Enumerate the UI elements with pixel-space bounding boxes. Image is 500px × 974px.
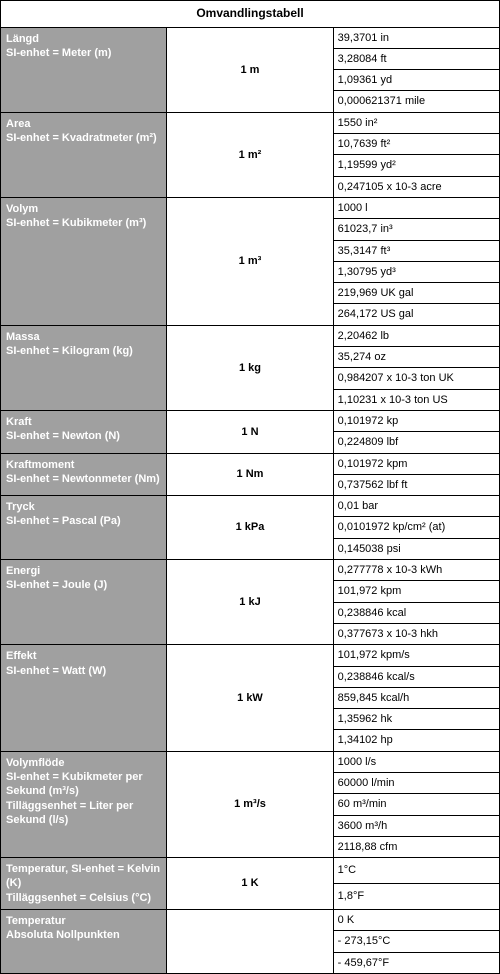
- value-cell: 0,238846 kcal/s: [333, 666, 499, 687]
- value-cell: 0,01 bar: [333, 496, 499, 517]
- label-line3: Tilläggsenhet = Liter per Sekund (l/s): [6, 799, 161, 828]
- value-cell: 0,238846 kcal: [333, 602, 499, 623]
- value-cell: - 459,67°F: [333, 952, 499, 973]
- value-cell: 1000 l/s: [333, 751, 499, 772]
- value-cell: 35,3147 ft³: [333, 240, 499, 261]
- section-label: VolymflödeSI-enhet = Kubikmeter per Seku…: [1, 751, 167, 857]
- label-line1: Längd: [6, 32, 161, 46]
- label-line2: SI-enhet = Watt (W): [6, 664, 161, 678]
- label-line1: Massa: [6, 330, 161, 344]
- unit-cell: 1 m³/s: [167, 751, 333, 857]
- value-cell: 2118,88 cfm: [333, 836, 499, 857]
- value-cell: 1,09361 yd: [333, 70, 499, 91]
- value-cell: 3,28084 ft: [333, 48, 499, 69]
- label-line1: Area: [6, 117, 161, 131]
- unit-cell: 1 kJ: [167, 560, 333, 645]
- label-line2: SI-enhet = Kvadratmeter (m²): [6, 131, 161, 145]
- label-line1: Effekt: [6, 649, 161, 663]
- value-cell: 39,3701 in: [333, 27, 499, 48]
- label-line2: SI-enhet = Kilogram (kg): [6, 344, 161, 358]
- value-cell: 1°C: [333, 858, 499, 884]
- value-cell: 60000 l/min: [333, 772, 499, 793]
- label-line2: SI-enhet = Kubikmeter per Sekund (m³/s): [6, 770, 161, 799]
- unit-cell: 1 Nm: [167, 453, 333, 496]
- label-line1: Kraftmoment: [6, 458, 161, 472]
- value-cell: 10,7639 ft²: [333, 134, 499, 155]
- label-line2: SI-enhet = Joule (J): [6, 578, 161, 592]
- label-line1: Volym: [6, 202, 161, 216]
- value-cell: 1,8°F: [333, 884, 499, 910]
- value-cell: 0,247105 x 10-3 acre: [333, 176, 499, 197]
- section-label: Temperatur, SI-enhet = Kelvin (K)Tillägg…: [1, 858, 167, 910]
- unit-cell: 1 m³: [167, 197, 333, 325]
- section-label: TryckSI-enhet = Pascal (Pa): [1, 496, 167, 560]
- value-cell: 0,101972 kp: [333, 410, 499, 431]
- value-cell: 0,0101972 kp/cm² (at): [333, 517, 499, 538]
- value-cell: 1,35962 hk: [333, 709, 499, 730]
- value-cell: 101,972 kpm/s: [333, 645, 499, 666]
- unit-cell: 1 K: [167, 858, 333, 910]
- value-cell: 1550 in²: [333, 112, 499, 133]
- section-label: LängdSI-enhet = Meter (m): [1, 27, 167, 112]
- value-cell: 0 K: [333, 910, 499, 931]
- unit-cell: [167, 910, 333, 974]
- label-line2: SI-enhet = Newtonmeter (Nm): [6, 472, 161, 486]
- value-cell: 0,377673 x 10-3 hkh: [333, 623, 499, 644]
- label-line2: SI-enhet = Kubikmeter (m³): [6, 216, 161, 230]
- value-cell: 0,984207 x 10-3 ton UK: [333, 368, 499, 389]
- label-line2: SI-enhet = Newton (N): [6, 429, 161, 443]
- value-cell: 61023,7 in³: [333, 219, 499, 240]
- section-label: VolymSI-enhet = Kubikmeter (m³): [1, 197, 167, 325]
- label-line1: Tryck: [6, 500, 161, 514]
- label-line2: SI-enhet = Meter (m): [6, 46, 161, 60]
- value-cell: - 273,15°C: [333, 931, 499, 952]
- value-cell: 101,972 kpm: [333, 581, 499, 602]
- value-cell: 2,20462 lb: [333, 325, 499, 346]
- section-label: KraftSI-enhet = Newton (N): [1, 410, 167, 453]
- value-cell: 0,145038 psi: [333, 538, 499, 559]
- value-cell: 35,274 oz: [333, 347, 499, 368]
- value-cell: 0,737562 lbf ft: [333, 474, 499, 495]
- label-line2: SI-enhet = Pascal (Pa): [6, 514, 161, 528]
- value-cell: 0,277778 x 10-3 kWh: [333, 560, 499, 581]
- section-label: AreaSI-enhet = Kvadratmeter (m²): [1, 112, 167, 197]
- value-cell: 0,224809 lbf: [333, 432, 499, 453]
- unit-cell: 1 kg: [167, 325, 333, 410]
- value-cell: 1,34102 hp: [333, 730, 499, 751]
- unit-cell: 1 m: [167, 27, 333, 112]
- value-cell: 1,30795 yd³: [333, 261, 499, 282]
- label-line1: Kraft: [6, 415, 161, 429]
- value-cell: 1,10231 x 10-3 ton US: [333, 389, 499, 410]
- section-label: TemperaturAbsoluta Nollpunkten: [1, 910, 167, 974]
- value-cell: 0,000621371 mile: [333, 91, 499, 112]
- section-label: EffektSI-enhet = Watt (W): [1, 645, 167, 751]
- label-line1: Temperatur: [6, 914, 161, 928]
- section-label: KraftmomentSI-enhet = Newtonmeter (Nm): [1, 453, 167, 496]
- section-label: EnergiSI-enhet = Joule (J): [1, 560, 167, 645]
- section-label: MassaSI-enhet = Kilogram (kg): [1, 325, 167, 410]
- unit-cell: 1 m²: [167, 112, 333, 197]
- value-cell: 1,19599 yd²: [333, 155, 499, 176]
- unit-cell: 1 kW: [167, 645, 333, 751]
- value-cell: 264,172 US gal: [333, 304, 499, 325]
- value-cell: 1000 l: [333, 197, 499, 218]
- label-line1: Temperatur, SI-enhet = Kelvin (K): [6, 862, 161, 891]
- value-cell: 0,101972 kpm: [333, 453, 499, 474]
- label-line2: Tilläggsenhet = Celsius (°C): [6, 891, 161, 905]
- value-cell: 60 m³/min: [333, 794, 499, 815]
- value-cell: 859,845 kcal/h: [333, 687, 499, 708]
- value-cell: 219,969 UK gal: [333, 283, 499, 304]
- unit-cell: 1 kPa: [167, 496, 333, 560]
- label-line1: Volymflöde: [6, 756, 161, 770]
- conversion-table: OmvandlingstabellLängdSI-enhet = Meter (…: [0, 0, 500, 974]
- label-line2: Absoluta Nollpunkten: [6, 928, 161, 942]
- table-title: Omvandlingstabell: [1, 1, 500, 28]
- unit-cell: 1 N: [167, 410, 333, 453]
- label-line1: Energi: [6, 564, 161, 578]
